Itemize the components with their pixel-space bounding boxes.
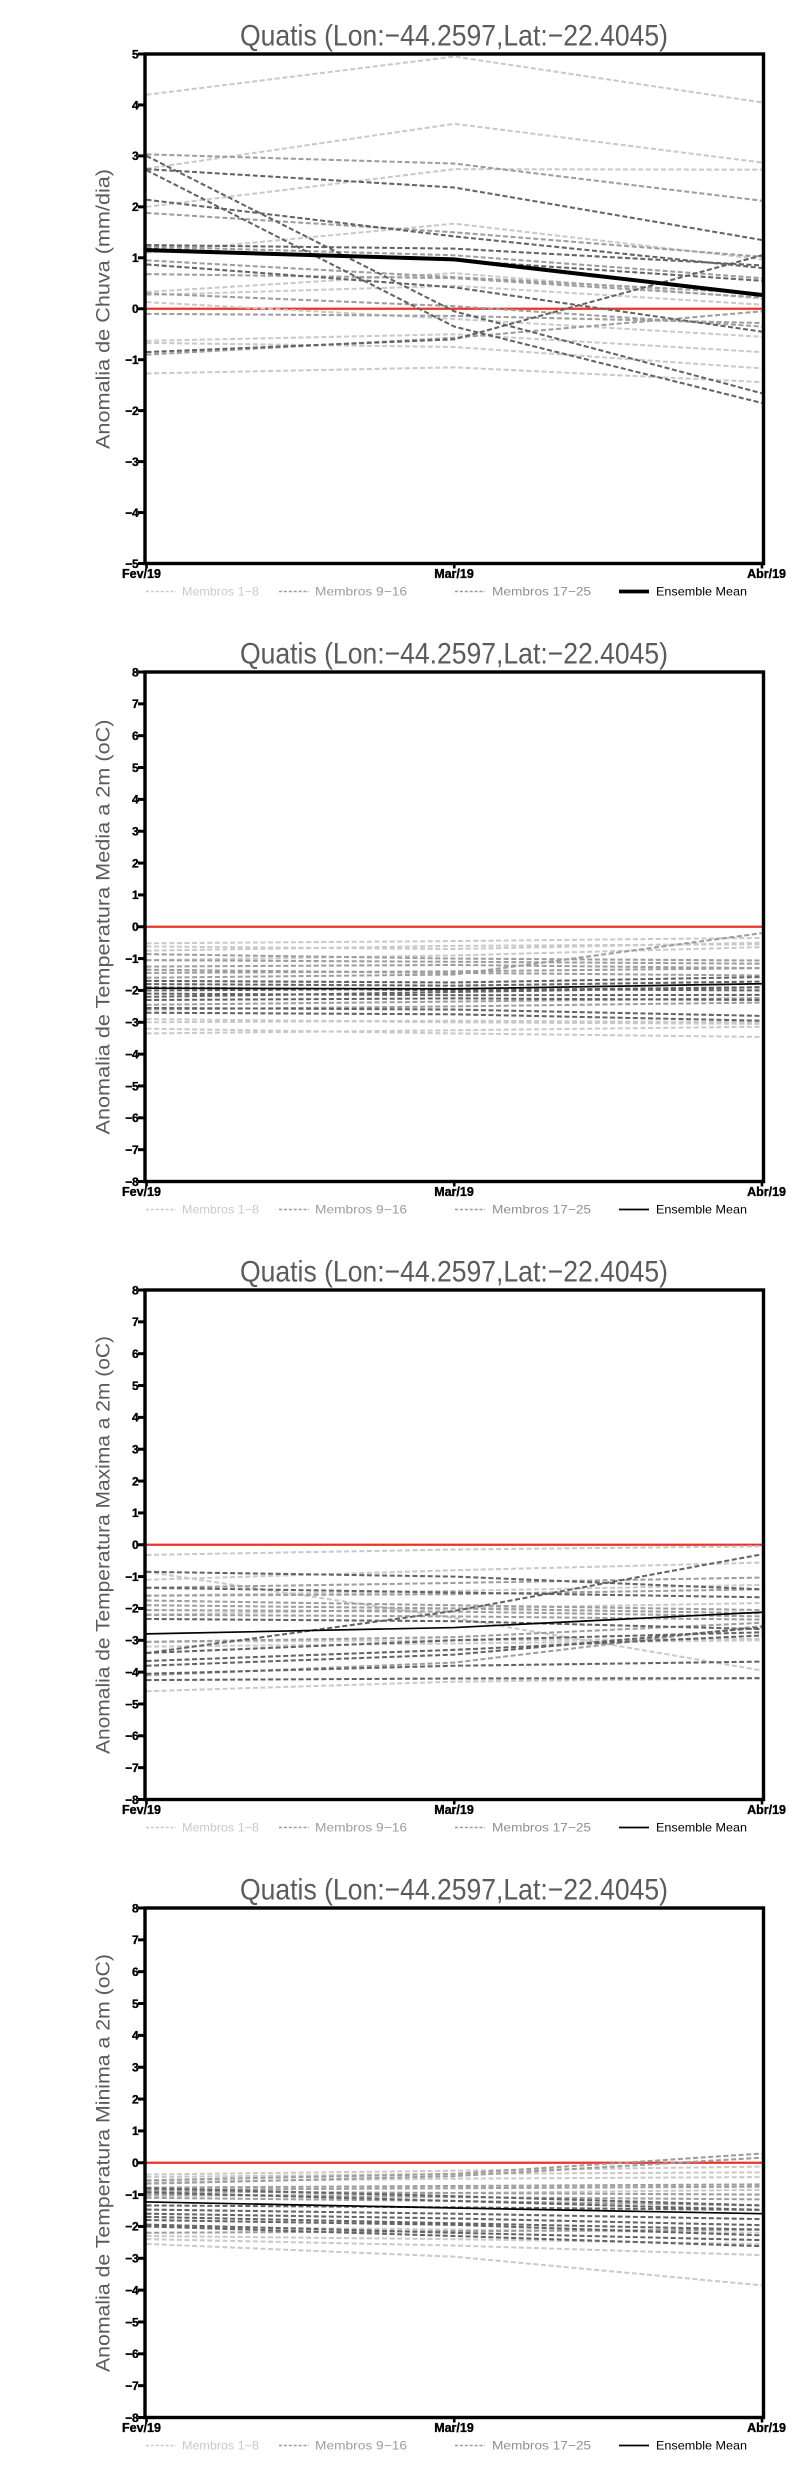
svg-text:Abr/19: Abr/19	[747, 1803, 786, 1817]
svg-text:1: 1	[132, 888, 139, 902]
svg-text:Membros 1−8: Membros 1−8	[182, 1203, 259, 1217]
svg-text:5: 5	[132, 761, 139, 775]
svg-text:Anomalia de Temperatura Media: Anomalia de Temperatura Media a 2m (oC)	[94, 720, 115, 1135]
svg-text:Abr/19: Abr/19	[747, 1185, 786, 1199]
svg-text:0: 0	[132, 1538, 139, 1552]
svg-text:8: 8	[132, 1901, 139, 1915]
svg-text:Membros 17−25: Membros 17−25	[492, 585, 591, 599]
svg-text:−8: −8	[125, 1175, 139, 1189]
svg-text:Quatis (Lon:−44.2597,Lat:−22.4: Quatis (Lon:−44.2597,Lat:−22.4045)	[240, 20, 668, 53]
svg-text:6: 6	[132, 1347, 139, 1361]
svg-text:Mar/19: Mar/19	[434, 1803, 474, 1817]
svg-text:7: 7	[132, 1933, 139, 1947]
svg-text:Abr/19: Abr/19	[747, 2421, 786, 2435]
svg-text:Membros 17−25: Membros 17−25	[492, 2439, 591, 2453]
svg-text:−1: −1	[125, 952, 139, 966]
svg-text:2: 2	[132, 856, 139, 870]
svg-text:−7: −7	[125, 2379, 139, 2393]
svg-text:−4: −4	[125, 506, 139, 520]
svg-text:2: 2	[132, 2092, 139, 2106]
svg-text:−5: −5	[125, 1079, 139, 1093]
svg-text:Quatis (Lon:−44.2597,Lat:−22.4: Quatis (Lon:−44.2597,Lat:−22.4045)	[240, 1874, 668, 1907]
svg-text:Mar/19: Mar/19	[434, 567, 474, 581]
svg-text:−2: −2	[125, 404, 139, 418]
svg-text:Fev/19: Fev/19	[122, 567, 161, 581]
svg-text:4: 4	[132, 1411, 139, 1425]
svg-text:2: 2	[132, 200, 139, 214]
svg-text:Mar/19: Mar/19	[434, 1185, 474, 1199]
svg-text:Fev/19: Fev/19	[122, 2421, 161, 2435]
svg-text:4: 4	[132, 793, 139, 807]
svg-text:8: 8	[132, 665, 139, 679]
svg-text:−3: −3	[125, 1016, 139, 1030]
svg-text:−2: −2	[125, 984, 139, 998]
svg-text:Membros 9−16: Membros 9−16	[315, 2439, 407, 2453]
svg-text:Ensemble Mean: Ensemble Mean	[656, 585, 747, 599]
svg-text:7: 7	[132, 697, 139, 711]
svg-text:−3: −3	[125, 1634, 139, 1648]
svg-text:Membros 9−16: Membros 9−16	[315, 585, 407, 599]
svg-text:Quatis (Lon:−44.2597,Lat:−22.4: Quatis (Lon:−44.2597,Lat:−22.4045)	[240, 638, 668, 671]
svg-text:−3: −3	[125, 455, 139, 469]
svg-text:−7: −7	[125, 1143, 139, 1157]
svg-text:−6: −6	[125, 1111, 139, 1125]
svg-text:−7: −7	[125, 1761, 139, 1775]
svg-text:8: 8	[132, 1283, 139, 1297]
svg-text:Membros 9−16: Membros 9−16	[315, 1821, 407, 1835]
svg-text:−1: −1	[125, 2188, 139, 2202]
svg-text:6: 6	[132, 729, 139, 743]
svg-text:Anomalia de Temperatura Minima: Anomalia de Temperatura Minima a 2m (oC)	[94, 1954, 115, 2372]
svg-text:1: 1	[132, 2124, 139, 2138]
svg-text:5: 5	[132, 47, 139, 61]
svg-text:−2: −2	[125, 2220, 139, 2234]
svg-text:3: 3	[132, 149, 139, 163]
svg-text:Fev/19: Fev/19	[122, 1803, 161, 1817]
svg-text:−1: −1	[125, 1570, 139, 1584]
svg-text:3: 3	[132, 1443, 139, 1457]
svg-text:−8: −8	[125, 2411, 139, 2425]
svg-text:Membros 1−8: Membros 1−8	[182, 1821, 259, 1835]
svg-text:3: 3	[132, 2061, 139, 2075]
svg-text:1: 1	[132, 1506, 139, 1520]
svg-text:Membros 17−25: Membros 17−25	[492, 1203, 591, 1217]
svg-text:6: 6	[132, 1965, 139, 1979]
svg-text:−4: −4	[125, 2283, 139, 2297]
svg-text:Quatis (Lon:−44.2597,Lat:−22.4: Quatis (Lon:−44.2597,Lat:−22.4045)	[240, 1256, 668, 1289]
svg-text:Ensemble Mean: Ensemble Mean	[656, 1203, 747, 1217]
svg-text:−3: −3	[125, 2252, 139, 2266]
svg-text:4: 4	[132, 98, 139, 112]
svg-text:Abr/19: Abr/19	[747, 567, 786, 581]
svg-text:0: 0	[132, 920, 139, 934]
svg-text:2: 2	[132, 1474, 139, 1488]
svg-text:0: 0	[132, 2156, 139, 2170]
svg-text:Membros 17−25: Membros 17−25	[492, 1821, 591, 1835]
svg-text:−4: −4	[125, 1665, 139, 1679]
svg-text:7: 7	[132, 1315, 139, 1329]
svg-text:−8: −8	[125, 1793, 139, 1807]
svg-text:1: 1	[132, 251, 139, 265]
svg-text:Ensemble Mean: Ensemble Mean	[656, 1821, 747, 1835]
svg-text:5: 5	[132, 1997, 139, 2011]
svg-text:−5: −5	[125, 1697, 139, 1711]
svg-text:Membros 1−8: Membros 1−8	[182, 585, 259, 599]
svg-text:3: 3	[132, 825, 139, 839]
svg-text:Fev/19: Fev/19	[122, 1185, 161, 1199]
svg-text:Anomalia de Temperatura Maxima: Anomalia de Temperatura Maxima a 2m (oC)	[94, 1336, 115, 1754]
svg-text:−4: −4	[125, 1047, 139, 1061]
svg-text:−5: −5	[125, 557, 139, 571]
svg-text:−1: −1	[125, 353, 139, 367]
svg-text:Membros 9−16: Membros 9−16	[315, 1203, 407, 1217]
svg-text:5: 5	[132, 1379, 139, 1393]
svg-text:Ensemble Mean: Ensemble Mean	[656, 2439, 747, 2453]
svg-text:−5: −5	[125, 2315, 139, 2329]
svg-text:0: 0	[132, 302, 139, 316]
svg-text:Anomalia de Chuva (mm/dia): Anomalia de Chuva (mm/dia)	[94, 169, 115, 449]
svg-text:−2: −2	[125, 1602, 139, 1616]
svg-text:−6: −6	[125, 1729, 139, 1743]
svg-text:Membros 1−8: Membros 1−8	[182, 2439, 259, 2453]
svg-text:Mar/19: Mar/19	[434, 2421, 474, 2435]
svg-text:−6: −6	[125, 2347, 139, 2361]
svg-text:4: 4	[132, 2029, 139, 2043]
